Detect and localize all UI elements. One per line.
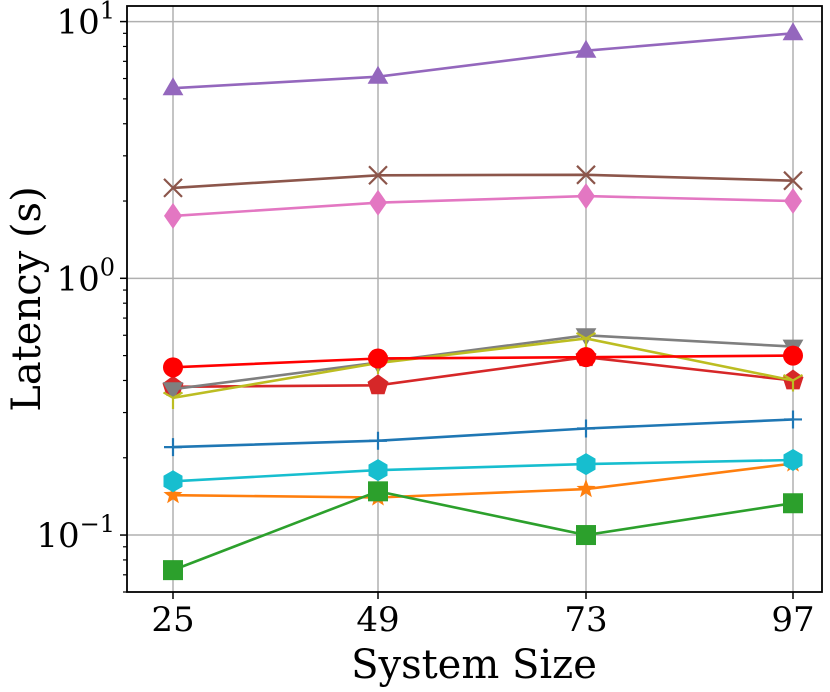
series-red-line bbox=[172, 355, 794, 389]
x-tick-label: 49 bbox=[356, 600, 399, 640]
plot-frame bbox=[126, 5, 823, 593]
y-tick-label: 100 bbox=[56, 253, 115, 299]
data-point bbox=[162, 382, 184, 401]
y-axis-label: Latency (s) bbox=[4, 186, 50, 411]
data-point bbox=[368, 165, 388, 186]
y-tick-label: 101 bbox=[56, 0, 115, 43]
data-point bbox=[163, 357, 183, 378]
data-point bbox=[783, 170, 803, 191]
data-point bbox=[782, 374, 804, 392]
series-purple bbox=[162, 22, 804, 96]
series-layer bbox=[162, 22, 804, 581]
data-point bbox=[163, 485, 183, 504]
data-point bbox=[576, 347, 596, 368]
series-blue-line bbox=[172, 418, 794, 449]
series-cyan-line bbox=[172, 458, 794, 483]
data-point bbox=[162, 391, 184, 409]
data-point bbox=[163, 178, 183, 198]
data-point bbox=[368, 459, 388, 482]
series-blue bbox=[164, 410, 802, 457]
series-bright-red bbox=[163, 345, 803, 378]
series-green-line bbox=[172, 489, 794, 572]
series-brown bbox=[163, 165, 803, 198]
x-axis-label: System Size bbox=[351, 642, 597, 688]
data-point bbox=[784, 188, 802, 215]
tick-layer: 25 49 73 97 10−1 100 101 bbox=[36, 0, 814, 640]
data-point bbox=[784, 410, 802, 429]
data-point bbox=[783, 449, 803, 471]
data-point bbox=[576, 525, 596, 546]
series-pink-line bbox=[172, 194, 794, 218]
series-red bbox=[162, 346, 804, 396]
x-tick-label: 25 bbox=[151, 600, 194, 640]
data-point bbox=[368, 348, 388, 369]
data-point bbox=[783, 345, 803, 366]
data-point bbox=[164, 438, 182, 457]
data-point bbox=[162, 77, 184, 96]
series-gray-line bbox=[172, 333, 794, 391]
x-tick-label: 97 bbox=[771, 600, 814, 640]
data-point bbox=[164, 202, 182, 229]
data-point bbox=[369, 431, 387, 450]
data-point bbox=[577, 419, 595, 438]
series-brown-line bbox=[172, 173, 794, 190]
data-point bbox=[577, 183, 595, 210]
data-point bbox=[369, 189, 387, 216]
series-green bbox=[163, 481, 803, 581]
data-point bbox=[576, 479, 596, 498]
data-point bbox=[367, 374, 389, 395]
data-point bbox=[575, 39, 597, 58]
series-purple-line bbox=[172, 32, 794, 90]
data-point bbox=[782, 22, 804, 41]
data-point bbox=[368, 481, 388, 502]
grid-layer bbox=[127, 6, 822, 592]
data-point bbox=[163, 470, 183, 493]
data-point bbox=[576, 165, 596, 185]
data-point bbox=[163, 560, 183, 581]
data-point bbox=[576, 453, 596, 476]
series-bright-red-line bbox=[172, 354, 794, 369]
series-olive-line bbox=[172, 337, 794, 400]
data-point bbox=[367, 65, 389, 84]
y-tick-label: 10−1 bbox=[36, 510, 115, 556]
series-pink bbox=[164, 183, 802, 229]
data-point bbox=[783, 493, 803, 514]
x-tick-label: 73 bbox=[564, 600, 607, 640]
series-orange-line bbox=[172, 462, 794, 499]
series-cyan bbox=[163, 449, 803, 493]
